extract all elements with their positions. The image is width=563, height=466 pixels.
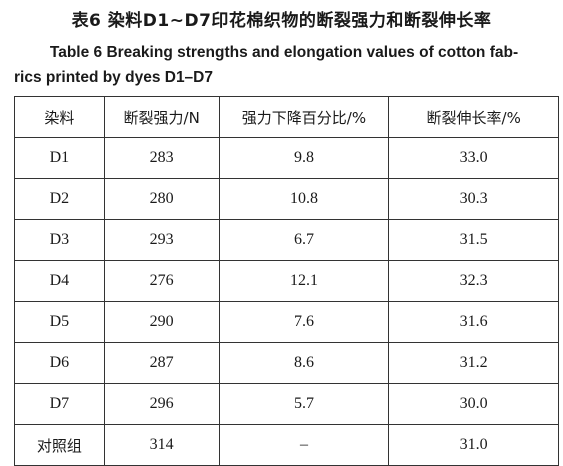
cell-strength-decrease: 8.6 xyxy=(218,342,390,384)
table-title-english-line1: Table 6 Breaking strengths and elongatio… xyxy=(49,44,519,61)
cell-dye: D3 xyxy=(14,219,105,261)
cell-elongation: 30.0 xyxy=(388,383,559,425)
cell-strength-decrease: 10.8 xyxy=(218,178,390,220)
data-table: 染料 断裂强力/N 强力下降百分比/% 断裂伸长率/% D1 283 9.8 3… xyxy=(14,96,559,466)
cell-breaking-strength: 293 xyxy=(103,219,220,261)
cell-dye: D4 xyxy=(14,260,105,302)
cell-breaking-strength: 283 xyxy=(103,137,220,179)
table-row: D2 280 10.8 30.3 xyxy=(14,178,559,220)
cell-breaking-strength: 280 xyxy=(103,178,220,220)
cell-dye: D2 xyxy=(14,178,105,220)
cell-elongation: 30.3 xyxy=(388,178,559,220)
table-row: D7 296 5.7 30.0 xyxy=(14,383,559,425)
cell-strength-decrease: 7.6 xyxy=(218,301,390,343)
cell-breaking-strength: 290 xyxy=(103,301,220,343)
cell-elongation: 32.3 xyxy=(388,260,559,302)
table-title-english-line2: rics printed by dyes D1–D7 xyxy=(14,69,213,86)
cell-strength-decrease: 5.7 xyxy=(218,383,390,425)
cell-breaking-strength: 287 xyxy=(103,342,220,384)
table-row: D5 290 7.6 31.6 xyxy=(14,301,559,343)
cell-dye: D7 xyxy=(14,383,105,425)
header-breaking-strength: 断裂强力/N xyxy=(103,96,220,138)
cell-dye: D5 xyxy=(14,301,105,343)
cell-strength-decrease: – xyxy=(218,424,390,466)
table-header-row: 染料 断裂强力/N 强力下降百分比/% 断裂伸长率/% xyxy=(14,96,559,138)
table-row: D1 283 9.8 33.0 xyxy=(14,137,559,179)
table-row: D4 276 12.1 32.3 xyxy=(14,260,559,302)
cell-strength-decrease: 6.7 xyxy=(218,219,390,261)
table-title-chinese: 表6 染料D1~D7印花棉织物的断裂强力和断裂伸长率 xyxy=(71,11,492,31)
cell-dye: 对照组 xyxy=(14,424,105,466)
cell-breaking-strength: 276 xyxy=(103,260,220,302)
table-title-english: Table 6 Breaking strengths and elongatio… xyxy=(14,40,554,90)
header-elongation: 断裂伸长率/% xyxy=(388,96,559,138)
cell-strength-decrease: 12.1 xyxy=(218,260,390,302)
table-row: 对照组 314 – 31.0 xyxy=(14,424,559,466)
table-row: D6 287 8.6 31.2 xyxy=(14,342,559,384)
cell-elongation: 31.2 xyxy=(388,342,559,384)
cell-dye: D6 xyxy=(14,342,105,384)
table-row: D3 293 6.7 31.5 xyxy=(14,219,559,261)
cell-elongation: 31.6 xyxy=(388,301,559,343)
cell-strength-decrease: 9.8 xyxy=(218,137,390,179)
cell-elongation: 31.5 xyxy=(388,219,559,261)
cell-elongation: 33.0 xyxy=(388,137,559,179)
header-strength-decrease: 强力下降百分比/% xyxy=(218,96,390,138)
cell-elongation: 31.0 xyxy=(388,424,559,466)
cell-dye: D1 xyxy=(14,137,105,179)
header-dye: 染料 xyxy=(14,96,105,138)
cell-breaking-strength: 314 xyxy=(103,424,220,466)
cell-breaking-strength: 296 xyxy=(103,383,220,425)
